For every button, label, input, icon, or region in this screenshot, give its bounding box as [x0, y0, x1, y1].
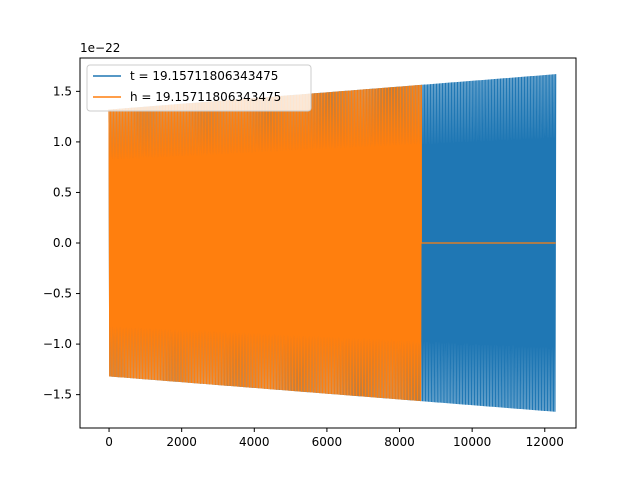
y-tick-label: 0.5 [53, 185, 72, 199]
y-offset-text: 1e−22 [80, 41, 120, 55]
y-tick-label: 1.5 [53, 84, 72, 98]
x-tick-label: 2000 [166, 435, 197, 449]
x-tick-label: 0 [105, 435, 113, 449]
y-tick-label: 0.0 [53, 236, 72, 250]
y-tick-label: −0.5 [43, 287, 72, 301]
legend-label-h: h = 19.15711806343475 [130, 90, 281, 104]
y-tick-label: −1.5 [43, 388, 72, 402]
x-tick-label: 8000 [384, 435, 415, 449]
legend-label-t: t = 19.15711806343475 [130, 69, 278, 83]
x-tick-label: 10000 [453, 435, 491, 449]
y-axis: −1.5 −1.0 −0.5 0.0 0.5 1.0 1.5 [43, 84, 80, 402]
x-tick-label: 4000 [239, 435, 270, 449]
x-axis: 0 2000 4000 6000 8000 10000 12000 [105, 428, 564, 449]
series-lines [108, 74, 557, 412]
legend-box [86, 64, 312, 112]
series-line-1 [108, 84, 556, 402]
x-tick-label: 6000 [312, 435, 343, 449]
legend: t = 19.15711806343475 h = 19.15711806343… [86, 64, 312, 112]
y-tick-label: 1.0 [53, 135, 72, 149]
y-tick-label: −1.0 [43, 337, 72, 351]
x-tick-label: 12000 [526, 435, 564, 449]
